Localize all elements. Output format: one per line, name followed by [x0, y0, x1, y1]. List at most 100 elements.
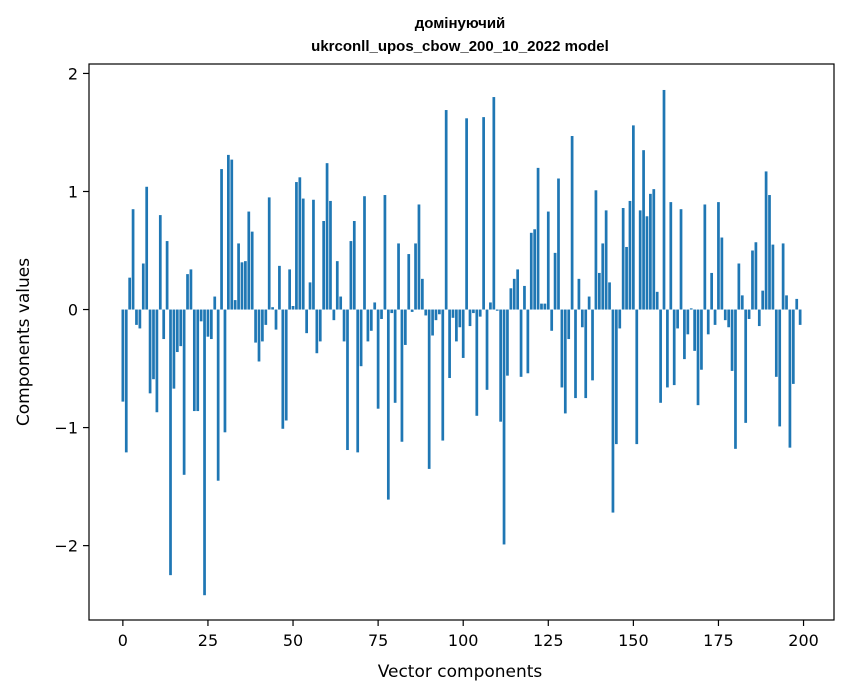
- bar: [693, 309, 696, 351]
- bar: [284, 309, 288, 421]
- x-tick-label: 0: [118, 631, 128, 650]
- bar: [672, 309, 676, 386]
- bar: [727, 309, 731, 328]
- x-tick-label: 125: [533, 631, 564, 650]
- bar: [438, 309, 441, 315]
- bar: [182, 309, 186, 475]
- bar: [196, 309, 200, 412]
- bar: [465, 118, 468, 310]
- bar: [417, 204, 421, 310]
- bar: [322, 221, 326, 310]
- bar: [744, 309, 748, 423]
- bar: [560, 309, 564, 388]
- bar: [349, 241, 353, 310]
- bar: [386, 309, 390, 500]
- bar: [145, 186, 149, 310]
- bar: [141, 263, 145, 310]
- y-axis-ticks: −2 −1 0 1 2: [54, 64, 89, 556]
- bar: [352, 221, 356, 310]
- bar: [244, 261, 247, 310]
- bar: [785, 295, 788, 310]
- bar: [230, 159, 234, 310]
- bar: [649, 193, 652, 310]
- bar: [332, 309, 336, 321]
- bar: [509, 288, 513, 310]
- bar: [771, 244, 775, 310]
- bar: [131, 209, 135, 310]
- bar: [288, 269, 291, 310]
- bar: [363, 196, 366, 310]
- bars-group: [121, 89, 802, 596]
- bar: [747, 309, 751, 319]
- bar: [124, 309, 128, 453]
- bar: [444, 110, 448, 310]
- chart-title-line-2: ukrconll_upos_cbow_200_10_2022 model: [311, 38, 609, 55]
- y-tick-label: 1: [68, 182, 78, 201]
- bar: [414, 243, 417, 310]
- bar: [489, 302, 492, 310]
- bar: [791, 309, 795, 384]
- y-tick-label: 2: [68, 64, 78, 83]
- bar: [421, 278, 424, 310]
- bar: [359, 309, 363, 367]
- bar: [261, 309, 264, 342]
- bar: [220, 169, 223, 310]
- bar: [329, 200, 332, 310]
- bar: [557, 178, 560, 310]
- bar: [485, 309, 489, 390]
- bar: [751, 250, 754, 310]
- bar: [448, 309, 451, 379]
- x-axis-label: Vector components: [378, 662, 543, 682]
- y-tick-label: −2: [54, 537, 78, 556]
- bar: [580, 309, 584, 328]
- bar: [291, 306, 295, 310]
- bar: [472, 309, 475, 314]
- bar: [461, 309, 465, 358]
- bar: [247, 211, 251, 310]
- bar: [209, 309, 213, 340]
- bar: [271, 307, 274, 310]
- bar: [380, 309, 383, 319]
- bar: [434, 309, 438, 321]
- bar: [706, 309, 710, 335]
- bar: [526, 309, 530, 374]
- bar: [482, 117, 485, 310]
- bar: [720, 237, 724, 310]
- bar: [696, 309, 700, 406]
- bar: [594, 190, 598, 310]
- bar: [563, 309, 567, 414]
- bar: [407, 254, 411, 310]
- x-tick-label: 200: [788, 631, 819, 650]
- bar: [591, 309, 594, 381]
- x-tick-label: 75: [368, 631, 388, 650]
- bar: [152, 309, 155, 380]
- bar: [798, 309, 802, 325]
- bar: [383, 195, 387, 310]
- bar: [540, 303, 543, 310]
- bar: [393, 309, 397, 403]
- bar: [567, 309, 571, 340]
- bar: [652, 189, 656, 310]
- bar: [584, 309, 588, 399]
- bar: [305, 309, 308, 334]
- bar: [662, 89, 666, 310]
- bar: [179, 309, 183, 347]
- bar: [795, 298, 799, 310]
- bar: [431, 309, 434, 336]
- bar: [502, 309, 506, 545]
- bar: [659, 309, 662, 403]
- bar: [757, 309, 761, 327]
- bar: [148, 309, 152, 394]
- bar: [495, 309, 499, 311]
- bar: [155, 309, 159, 413]
- bar: [710, 272, 714, 310]
- bar: [346, 309, 349, 451]
- bar: [740, 295, 744, 310]
- bar: [458, 309, 462, 328]
- y-axis-label: Components values: [14, 258, 34, 426]
- bar: [536, 167, 540, 310]
- bar: [223, 309, 227, 433]
- bar: [550, 309, 554, 331]
- bar: [206, 309, 210, 337]
